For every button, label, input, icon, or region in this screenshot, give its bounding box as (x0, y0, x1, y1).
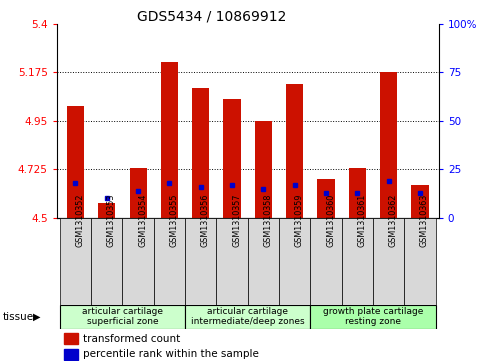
Text: GSM1310354: GSM1310354 (138, 194, 147, 247)
Text: GSM1310359: GSM1310359 (295, 194, 304, 247)
Text: GSM1310362: GSM1310362 (388, 194, 398, 247)
Text: GSM1310360: GSM1310360 (326, 194, 335, 247)
Text: GSM1310357: GSM1310357 (232, 194, 241, 247)
Bar (130, 168, 147, 218)
Text: growth plate cartilage
resting zone: growth plate cartilage resting zone (323, 307, 423, 326)
Bar (411, 185, 428, 218)
Text: GSM1310356: GSM1310356 (201, 194, 210, 247)
Text: GSM1310363: GSM1310363 (420, 194, 429, 247)
Bar (311, 305, 436, 329)
Bar (255, 121, 272, 218)
Bar (317, 179, 335, 218)
Bar (380, 72, 397, 218)
Bar (279, 218, 311, 305)
Text: tissue: tissue (2, 312, 34, 322)
Bar (122, 218, 154, 305)
Text: GSM1310352: GSM1310352 (75, 194, 84, 247)
Text: percentile rank within the sample: percentile rank within the sample (83, 350, 258, 359)
Bar (349, 168, 366, 218)
Bar (223, 99, 241, 218)
Bar (98, 203, 115, 218)
Text: GSM1310358: GSM1310358 (263, 194, 273, 247)
Bar (192, 88, 210, 218)
Text: ▶: ▶ (33, 312, 40, 322)
Bar (185, 218, 216, 305)
Text: GSM1310361: GSM1310361 (357, 194, 366, 247)
Bar (60, 218, 91, 305)
Bar (60, 305, 185, 329)
Bar (342, 218, 373, 305)
Bar (161, 62, 178, 218)
Text: transformed count: transformed count (83, 334, 180, 344)
Text: articular cartilage
intermediate/deep zones: articular cartilage intermediate/deep zo… (191, 307, 305, 326)
Bar (286, 84, 303, 218)
Bar (64, 333, 78, 344)
Bar (311, 218, 342, 305)
Bar (91, 218, 122, 305)
Bar (67, 106, 84, 218)
Text: GSM1310355: GSM1310355 (170, 194, 178, 247)
Bar (185, 305, 311, 329)
Text: GDS5434 / 10869912: GDS5434 / 10869912 (138, 9, 286, 23)
Bar (248, 218, 279, 305)
Bar (373, 218, 404, 305)
Bar (404, 218, 436, 305)
Bar (64, 349, 78, 360)
Bar (154, 218, 185, 305)
Text: GSM1310353: GSM1310353 (107, 194, 116, 247)
Bar (216, 218, 248, 305)
Text: articular cartilage
superficial zone: articular cartilage superficial zone (82, 307, 163, 326)
